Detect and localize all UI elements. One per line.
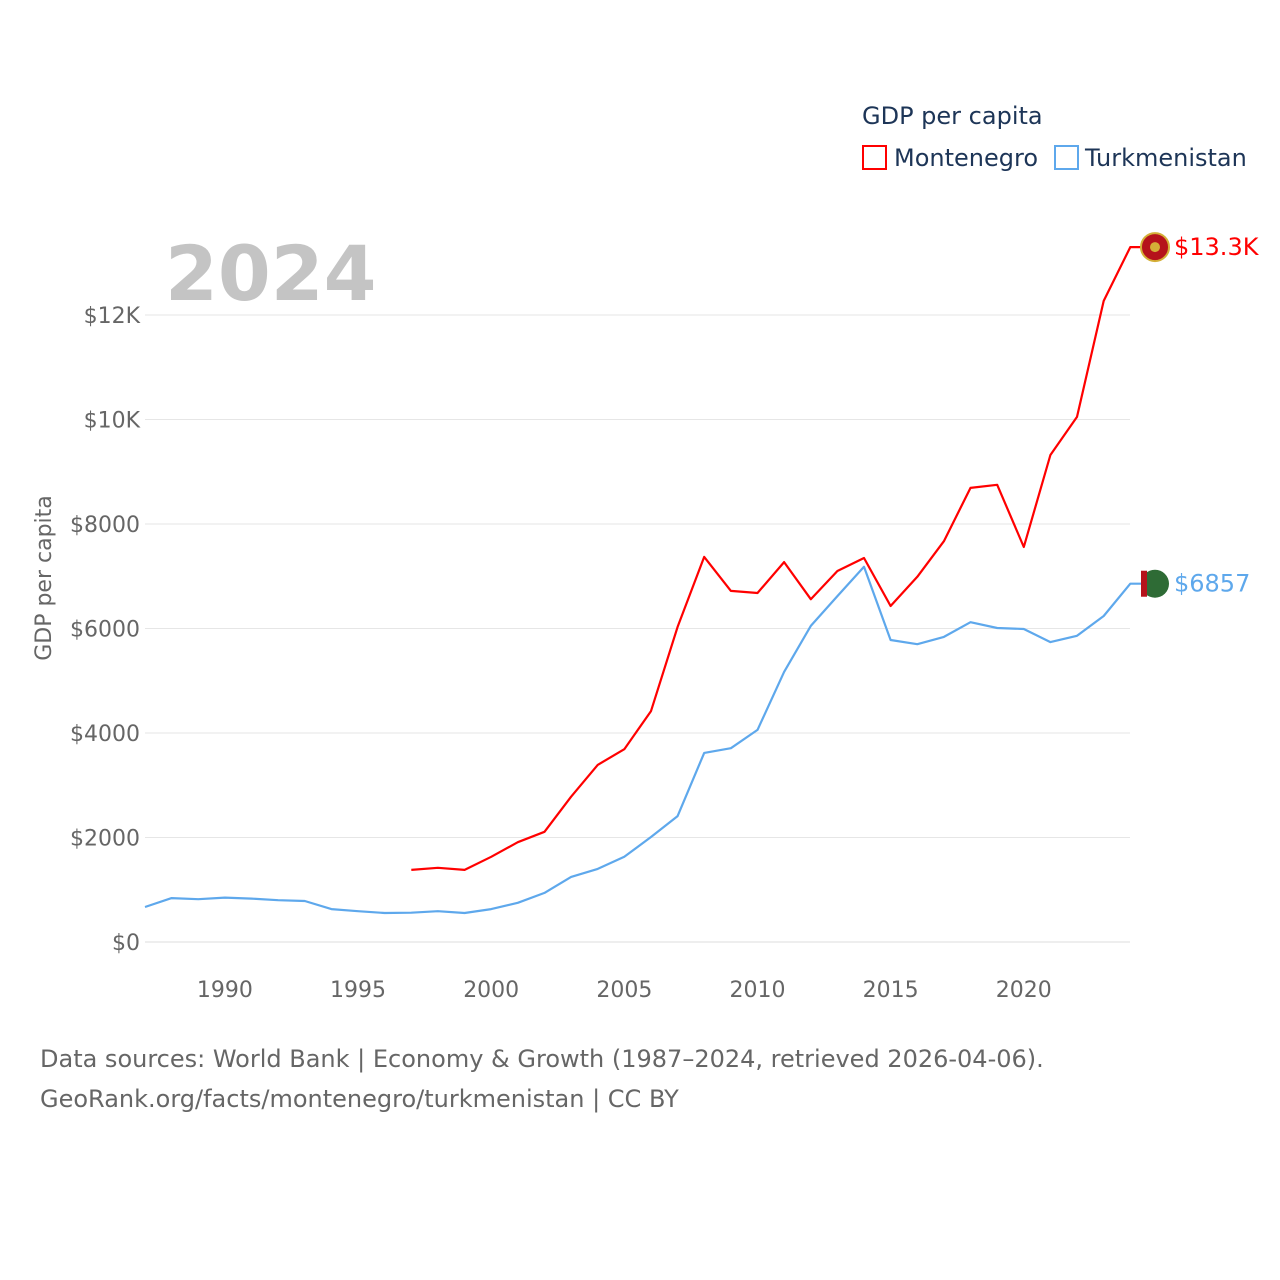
legend-swatch-montenegro (862, 145, 887, 170)
end-value-label-montenegro: $13.3K (1174, 233, 1260, 261)
legend-title: GDP per capita (862, 102, 1043, 130)
legend-label-turkmenistan: Turkmenistan (1084, 144, 1247, 172)
y-axis-label: GDP per capita (32, 495, 57, 661)
year-watermark: 2024 (165, 229, 377, 318)
flag-stripe-icon (1141, 570, 1147, 597)
flag-icon-turkmenistan (1141, 569, 1169, 598)
footer-link[interactable]: GeoRank.org/facts/montenegro/turkmenista… (40, 1085, 679, 1113)
end-value-label-turkmenistan: $6857 (1174, 570, 1250, 598)
x-tick-label: 1995 (330, 978, 386, 1003)
x-tick-label: 2005 (596, 978, 652, 1003)
flag-emblem-icon (1150, 242, 1160, 253)
legend-swatch-turkmenistan (1054, 145, 1079, 170)
legend-item-turkmenistan[interactable]: Turkmenistan (1054, 144, 1247, 172)
x-tick-label: 2020 (996, 978, 1052, 1003)
series-line-montenegro (411, 246, 1143, 872)
footer-sources: Data sources: World Bank | Economy & Gro… (40, 1045, 1044, 1073)
y-tick-label: $8000 (70, 513, 140, 538)
y-tick-label: $10K (84, 409, 141, 434)
legend-item-montenegro[interactable]: Montenegro (862, 144, 1038, 172)
x-tick-label: 1990 (197, 978, 253, 1003)
x-tick-label: 2015 (863, 978, 919, 1003)
y-tick-label: $12K (84, 304, 141, 329)
legend-label-montenegro: Montenegro (894, 144, 1038, 172)
y-tick-label: $6000 (70, 618, 140, 643)
x-tick-label: 2000 (463, 978, 519, 1003)
series-line-turkmenistan (144, 565, 1143, 915)
y-tick-label: $4000 (70, 722, 140, 747)
x-tick-label: 2010 (729, 978, 785, 1003)
y-tick-label: $0 (112, 931, 140, 956)
y-tick-label: $2000 (70, 827, 140, 852)
